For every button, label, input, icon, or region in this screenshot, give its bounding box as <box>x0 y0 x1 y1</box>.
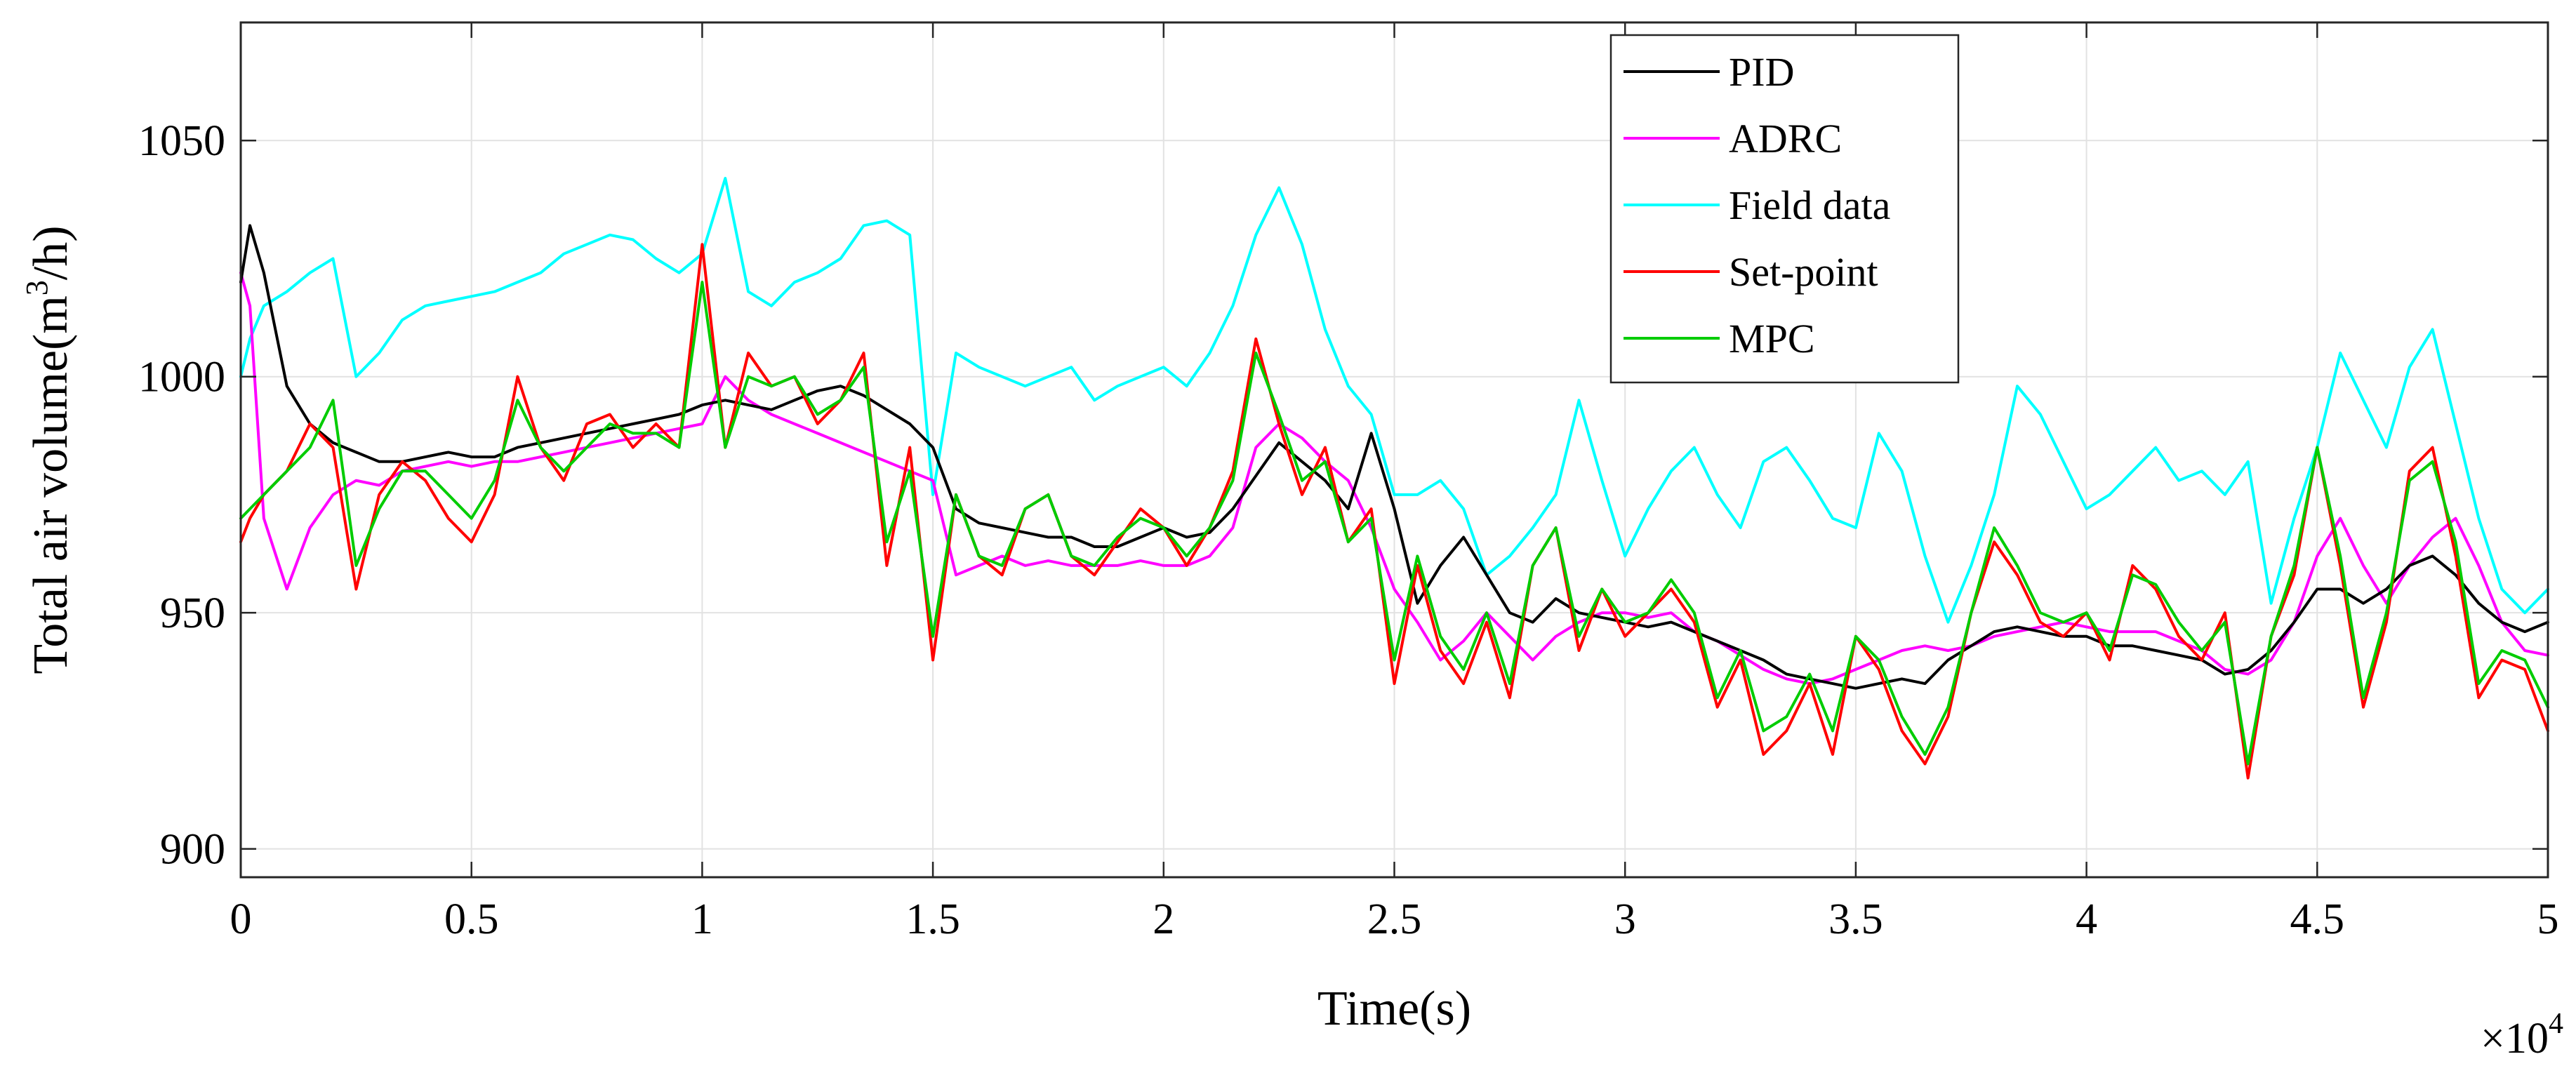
y-axis-label-superscript: 3 <box>20 280 54 295</box>
legend-label-pid: PID <box>1729 49 1794 95</box>
y-tick-label: 1050 <box>138 117 225 165</box>
x-tick-label: 0 <box>230 895 252 943</box>
series-line-mpc <box>239 281 2549 766</box>
legend-label-field-data: Field data <box>1729 182 1890 228</box>
y-tick-label: 950 <box>160 589 225 637</box>
tick-labels: 0 0.5 1 1.5 2 2.5 3 3.5 4 4.5 5 900 950 1000 1050 <box>138 117 2559 943</box>
legend-box <box>1609 34 1960 384</box>
x-tick-label: 3.5 <box>1828 895 1883 943</box>
x-axis-label: Time(s) <box>1317 982 1471 1036</box>
x-tick-label: 5 <box>2537 895 2559 943</box>
x-tick-label: 1.5 <box>905 895 960 943</box>
x-tick-label: 2 <box>1153 895 1174 943</box>
x-tick-label: 1 <box>691 895 713 943</box>
x-tick-label: 0.5 <box>444 895 499 943</box>
series-line-adrc <box>239 271 2549 686</box>
legend-label-mpc: MPC <box>1729 316 1815 361</box>
x-axis-multiplier: ×104 <box>2481 1008 2563 1062</box>
y-axis-label-unit: /h) <box>24 225 78 280</box>
series-lines <box>239 177 2549 780</box>
legend: PID ADRC Field data Set-point MPC <box>1609 34 1960 384</box>
x-tick-label: 4 <box>2076 895 2097 943</box>
y-tick-label: 900 <box>160 826 225 874</box>
x-tick-label: 2.5 <box>1367 895 1422 943</box>
axis-ticks <box>239 22 2549 877</box>
x-axis-multiplier-base: ×10 <box>2481 1015 2549 1062</box>
x-axis-multiplier-exponent: 4 <box>2549 1008 2563 1040</box>
x-tick-label: 4.5 <box>2290 895 2345 943</box>
y-axis-label-main: Total air volume(m <box>24 295 78 674</box>
x-tick-label: 3 <box>1614 895 1636 943</box>
legend-label-set-point: Set-point <box>1729 249 1878 295</box>
legend-items: PID ADRC Field data Set-point MPC <box>1624 49 1890 361</box>
series-line-field-data <box>239 177 2549 624</box>
legend-label-adrc: ADRC <box>1729 116 1842 161</box>
y-axis-label: Total air volume(m3/h) <box>20 225 78 674</box>
y-tick-label: 1000 <box>138 354 225 401</box>
